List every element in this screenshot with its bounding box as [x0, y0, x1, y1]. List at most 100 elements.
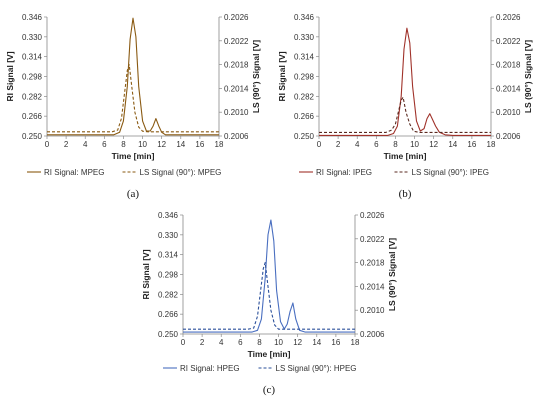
series-line-ri: [319, 27, 491, 136]
x-tick-label: 10: [410, 140, 419, 149]
y-left-tick-label: 0.346: [22, 13, 43, 22]
y-right-tick-label: 0.2014: [224, 84, 249, 93]
x-axis-title: Time [min]: [248, 349, 291, 359]
x-tick-label: 12: [429, 140, 438, 149]
chart-panel-b: 0 2 4 6 8 10 12 14 16 18 0.346 0.330 0.314 0.298 0.282…: [277, 13, 533, 200]
x-tick-label: 2: [200, 338, 205, 347]
y-left-tick-label: 0.266: [22, 112, 43, 121]
y-left-tick-label: 0.282: [22, 92, 43, 101]
panel-label: (b): [399, 188, 412, 200]
y-left-tick-label: 0.282: [294, 92, 315, 101]
y-axis-right-title: LS (90°) Signal [V]: [251, 40, 261, 113]
y-right-tick-label: 0.2006: [496, 132, 521, 141]
y-left-tick-label: 0.250: [22, 132, 43, 141]
y-left-tick-label: 0.330: [158, 231, 179, 240]
y-right-tick-label: 0.2026: [224, 13, 249, 22]
x-tick-label: 18: [487, 140, 496, 149]
x-tick-label: 16: [467, 140, 476, 149]
y-left-tick-label: 0.346: [294, 13, 315, 22]
y-axis-right-title: LS (90°) Signal [V]: [387, 238, 397, 311]
y-right-tick-label: 0.2022: [360, 235, 385, 244]
y-left-tick-label: 0.330: [22, 33, 43, 42]
y-right-tick-label: 0.2006: [224, 132, 249, 141]
x-tick-label: 16: [331, 338, 340, 347]
x-tick-label: 6: [102, 140, 107, 149]
y-left-tick-label: 0.298: [294, 73, 315, 82]
legend-label: RI Signal: IPEG: [316, 168, 372, 177]
legend-label: LS Signal (90°): HPEG: [276, 364, 357, 373]
y-right-tick-label: 0.2014: [360, 282, 385, 291]
legend-label: RI Signal: HPEG: [180, 364, 240, 373]
y-right-tick-label: 0.2014: [496, 84, 521, 93]
x-tick-label: 8: [121, 140, 126, 149]
x-tick-label: 12: [157, 140, 166, 149]
y-left-tick-label: 0.250: [294, 132, 315, 141]
x-tick-label: 18: [215, 140, 224, 149]
x-tick-label: 14: [448, 140, 457, 149]
x-tick-label: 2: [336, 140, 341, 149]
y-left-tick-label: 0.298: [158, 271, 179, 280]
y-right-tick-label: 0.2010: [496, 108, 521, 117]
x-tick-label: 14: [312, 338, 321, 347]
y-right-tick-label: 0.2010: [224, 108, 249, 117]
y-left-tick-label: 0.266: [158, 310, 179, 319]
y-left-tick-label: 0.298: [22, 73, 43, 82]
chart-panel-a: 0 2 4 6 8 10 12 14 16 18 0.346 0.330 0.314 0.298 0.282…: [5, 13, 261, 200]
legend-label: LS Signal (90°): IPEG: [412, 168, 489, 177]
panel-label: (c): [263, 384, 276, 396]
x-tick-label: 2: [64, 140, 69, 149]
x-tick-label: 0: [45, 140, 50, 149]
series-line-ri: [183, 219, 355, 333]
x-axis-title: Time [min]: [112, 151, 155, 161]
y-axis-left-title: RI Signal [V]: [141, 249, 151, 299]
y-right-tick-label: 0.2018: [496, 61, 521, 70]
series-line-ls: [183, 262, 355, 330]
series-line-ls: [319, 96, 491, 133]
x-tick-label: 4: [355, 140, 360, 149]
x-tick-label: 10: [138, 140, 147, 149]
x-tick-label: 18: [351, 338, 360, 347]
series-line-ls: [47, 64, 219, 133]
legend: RI Signal: HPEG LS Signal (90°): HPEG: [163, 364, 357, 373]
y-left-tick-label: 0.282: [158, 290, 179, 299]
x-tick-label: 0: [317, 140, 322, 149]
x-axis-title: Time [min]: [384, 151, 427, 161]
x-tick-label: 8: [393, 140, 398, 149]
y-left-tick-label: 0.314: [294, 53, 315, 62]
x-tick-label: 8: [257, 338, 262, 347]
y-axis-right-title: LS (90°) Signal [V]: [523, 40, 533, 113]
y-right-tick-label: 0.2026: [360, 211, 385, 220]
x-tick-label: 6: [374, 140, 379, 149]
legend-label: LS Signal (90°): MPEG: [140, 168, 222, 177]
y-left-tick-label: 0.250: [158, 330, 179, 339]
y-axis-left-title: RI Signal [V]: [5, 51, 15, 101]
y-right-tick-label: 0.2010: [360, 306, 385, 315]
x-tick-label: 16: [195, 140, 204, 149]
y-right-tick-label: 0.2026: [496, 13, 521, 22]
y-left-tick-label: 0.346: [158, 211, 179, 220]
x-tick-label: 12: [293, 338, 302, 347]
y-left-tick-label: 0.314: [158, 251, 179, 260]
x-tick-label: 4: [219, 338, 224, 347]
series-line-ri: [47, 17, 219, 136]
legend-label: RI Signal: MPEG: [44, 168, 104, 177]
y-right-tick-label: 0.2022: [224, 37, 249, 46]
panel-label: (a): [127, 188, 140, 200]
x-tick-label: 4: [83, 140, 88, 149]
y-right-tick-label: 0.2006: [360, 330, 385, 339]
y-axis-left-title: RI Signal [V]: [277, 51, 287, 101]
x-tick-label: 6: [238, 338, 243, 347]
x-tick-label: 10: [274, 338, 283, 347]
y-right-tick-label: 0.2018: [224, 61, 249, 70]
legend: RI Signal: IPEG LS Signal (90°): IPEG: [299, 168, 489, 177]
y-left-tick-label: 0.266: [294, 112, 315, 121]
y-left-tick-label: 0.330: [294, 33, 315, 42]
y-right-tick-label: 0.2022: [496, 37, 521, 46]
legend: RI Signal: MPEG LS Signal (90°): MPEG: [27, 168, 221, 177]
y-left-tick-label: 0.314: [22, 53, 43, 62]
y-right-tick-label: 0.2018: [360, 259, 385, 268]
x-tick-label: 0: [181, 338, 186, 347]
x-tick-label: 14: [176, 140, 185, 149]
chart-panel-c: 0 2 4 6 8 10 12 14 16 18 0.346 0.330 0.314 0.298 0.282…: [141, 211, 397, 396]
